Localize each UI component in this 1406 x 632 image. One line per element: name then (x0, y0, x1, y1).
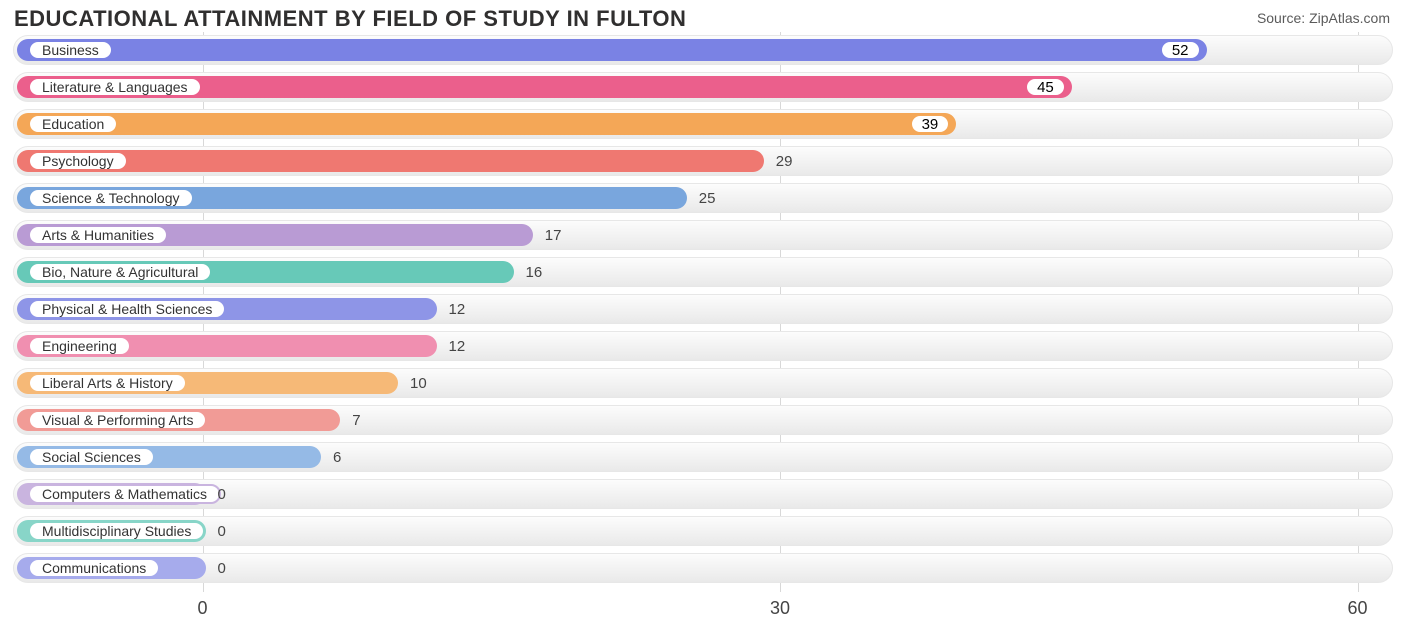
chart-source: Source: ZipAtlas.com (1257, 6, 1390, 26)
bar-row: Visual & Performing Arts 7 (13, 405, 1393, 435)
bar-row: Business 52 (13, 35, 1393, 65)
bar-row: Liberal Arts & History 10 (13, 368, 1393, 398)
value-label: 29 (766, 151, 793, 171)
bar-row: Education 39 (13, 109, 1393, 139)
plot-area: Business 52 Literature & Languages 45 Educat… (10, 32, 1396, 592)
chart-title: EDUCATIONAL ATTAINMENT BY FIELD OF STUDY… (14, 6, 686, 32)
category-pill: Business (28, 40, 113, 60)
x-axis-tick-label: 0 (197, 598, 207, 619)
bar-row: Bio, Nature & Agricultural 16 (13, 257, 1393, 287)
category-pill: Physical & Health Sciences (28, 299, 226, 319)
category-pill: Computers & Mathematics (28, 484, 221, 504)
bar-row: Arts & Humanities 17 (13, 220, 1393, 250)
chart-area: Business 52 Literature & Languages 45 Educat… (10, 32, 1396, 628)
bar-row: Science & Technology 25 (13, 183, 1393, 213)
value-label: 25 (689, 188, 716, 208)
value-bar (17, 150, 764, 172)
x-axis-labels: 0 30 60 (10, 592, 1396, 622)
bar-row: Psychology 29 (13, 146, 1393, 176)
category-pill: Psychology (28, 151, 128, 171)
bar-row: Computers & Mathematics0 (13, 479, 1393, 509)
category-pill: Visual & Performing Arts (28, 410, 207, 430)
category-pill: Liberal Arts & History (28, 373, 187, 393)
bar-row: Social Sciences 6 (13, 442, 1393, 472)
category-pill: Bio, Nature & Agricultural (28, 262, 212, 282)
bar-row: Multidisciplinary Studies0 (13, 516, 1393, 546)
category-pill: Education (28, 114, 118, 134)
value-label: 12 (439, 336, 466, 356)
category-pill: Engineering (28, 336, 131, 356)
value-bar (17, 39, 1207, 61)
x-axis-tick-label: 30 (770, 598, 790, 619)
value-label: 10 (400, 373, 427, 393)
value-label: 12 (439, 299, 466, 319)
category-pill: Arts & Humanities (28, 225, 168, 245)
value-label: 52 (1160, 40, 1201, 60)
value-label: 0 (208, 521, 226, 541)
category-pill: Multidisciplinary Studies (28, 521, 205, 541)
x-axis-tick-label: 60 (1347, 598, 1367, 619)
value-label: 16 (516, 262, 543, 282)
category-pill: Literature & Languages (28, 77, 202, 97)
bar-row: Engineering 12 (13, 331, 1393, 361)
value-label: 6 (323, 447, 341, 467)
bar-row: Communications 0 (13, 553, 1393, 583)
category-pill: Science & Technology (28, 188, 194, 208)
value-label: 0 (208, 558, 226, 578)
bar-row: Literature & Languages 45 (13, 72, 1393, 102)
category-pill: Social Sciences (28, 447, 155, 467)
value-label: 45 (1025, 77, 1066, 97)
value-bar (17, 113, 956, 135)
bar-row: Physical & Health Sciences 12 (13, 294, 1393, 324)
value-label: 39 (910, 114, 951, 134)
category-pill: Communications (28, 558, 160, 578)
value-label: 17 (535, 225, 562, 245)
value-label: 7 (342, 410, 360, 430)
value-label: 0 (208, 484, 226, 504)
